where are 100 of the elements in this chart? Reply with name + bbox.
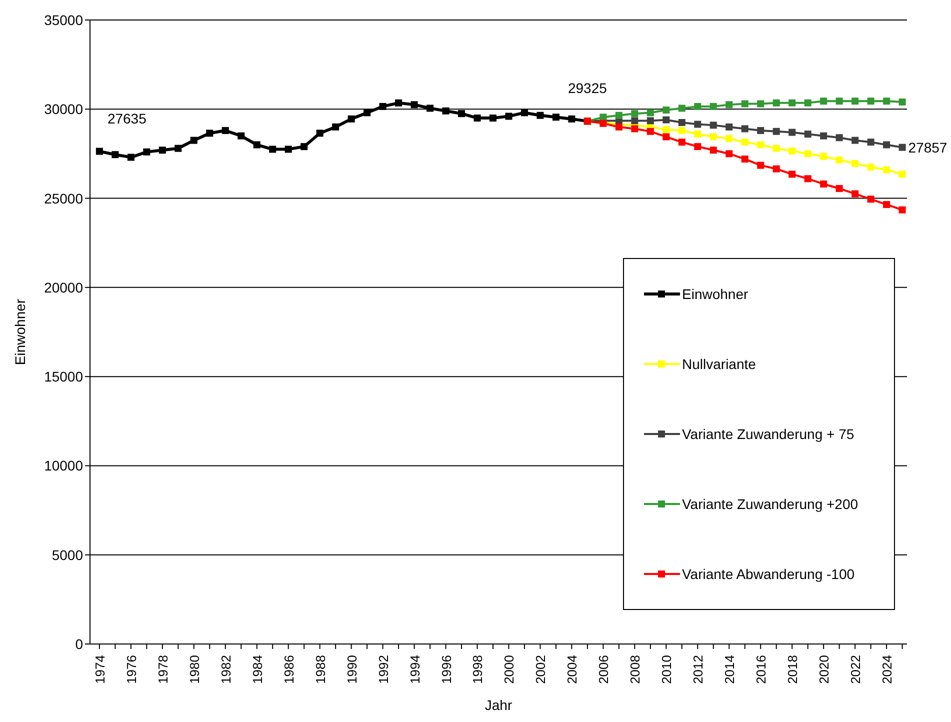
point <box>741 100 748 108</box>
point <box>364 109 371 116</box>
x-tick-label: 2002 <box>533 655 548 684</box>
point <box>836 98 843 105</box>
point <box>710 146 717 154</box>
point <box>820 132 828 140</box>
point <box>741 156 748 163</box>
point <box>143 148 150 156</box>
point <box>615 123 622 130</box>
point <box>112 151 119 158</box>
x-tick-label: 1994 <box>407 655 422 684</box>
x-tick-label: 2006 <box>596 655 612 684</box>
y-tick-label: 15000 <box>44 368 84 385</box>
point <box>820 180 828 188</box>
legend-label: Variante Zuwanderung +200 <box>682 496 858 512</box>
point <box>726 135 733 142</box>
point <box>631 125 638 132</box>
x-tick-label: 1990 <box>344 655 360 684</box>
legend-label: Variante Abwanderung -100 <box>682 566 855 582</box>
y-tick-label: 30000 <box>44 101 84 118</box>
point <box>662 126 670 134</box>
x-tick-label: 2016 <box>754 655 769 684</box>
point <box>788 170 796 178</box>
x-tick-label: 1986 <box>281 655 296 684</box>
point <box>631 117 638 124</box>
point <box>348 115 355 122</box>
point <box>867 164 874 171</box>
x-tick-label: 1978 <box>155 655 170 684</box>
point <box>772 128 780 135</box>
x-tick-label: 1980 <box>186 655 202 684</box>
x-tick-label: 2018 <box>785 655 800 684</box>
point <box>757 162 764 169</box>
point <box>867 196 874 203</box>
legend-label: Variante Zuwanderung + 75 <box>682 426 854 442</box>
x-tick-label: 2004 <box>564 655 580 684</box>
point <box>678 138 686 146</box>
x-tick-label: 2020 <box>816 655 832 684</box>
point <box>788 128 796 136</box>
y-tick-label: 10000 <box>44 458 84 474</box>
point <box>772 99 780 106</box>
x-tick-label: 1998 <box>470 655 486 684</box>
point <box>536 112 544 119</box>
x-tick-label: 2012 <box>690 655 706 684</box>
point <box>852 136 859 144</box>
point <box>772 144 780 152</box>
point <box>238 132 245 140</box>
y-axis-title: Einwohner <box>12 298 28 366</box>
point <box>615 112 622 119</box>
point <box>300 143 308 150</box>
x-tick-label: 1976 <box>124 655 139 684</box>
point <box>646 117 654 124</box>
point <box>852 190 859 198</box>
point <box>127 154 134 161</box>
point <box>379 102 386 110</box>
point <box>662 133 670 140</box>
point <box>726 101 733 108</box>
legend-label: Nullvariante <box>682 356 756 372</box>
point <box>284 146 292 153</box>
point <box>489 114 496 122</box>
x-axis-title: Jahr <box>484 697 512 713</box>
x-tick-label: 2008 <box>628 655 643 684</box>
x-tick-label: 1996 <box>438 655 454 684</box>
point <box>852 98 859 105</box>
point <box>269 146 276 153</box>
point <box>836 184 843 192</box>
y-tick-label: 5000 <box>52 546 84 563</box>
point <box>804 99 812 106</box>
point <box>836 134 843 142</box>
point <box>222 127 229 134</box>
point <box>458 110 466 118</box>
x-tick-label: 2010 <box>659 655 674 684</box>
annotation: 27857 <box>908 139 948 156</box>
point <box>710 102 717 110</box>
point <box>867 98 874 105</box>
point <box>662 106 670 114</box>
point <box>883 166 890 174</box>
point <box>694 143 702 150</box>
point <box>741 125 748 132</box>
x-tick-label: 2022 <box>848 655 864 684</box>
x-tick-label: 1992 <box>376 655 391 684</box>
point <box>757 100 764 108</box>
point <box>505 112 512 120</box>
point <box>726 150 733 158</box>
x-tick-label: 1984 <box>250 655 265 684</box>
point <box>190 136 198 144</box>
x-tick-label: 2024 <box>880 655 895 684</box>
point <box>710 122 717 129</box>
point <box>426 104 434 112</box>
point <box>883 98 890 105</box>
point <box>883 201 890 208</box>
point <box>804 150 812 158</box>
point <box>678 104 686 112</box>
point <box>662 116 670 124</box>
y-tick-label: 25000 <box>44 190 84 206</box>
point <box>804 130 812 138</box>
x-tick-label: 1982 <box>218 655 234 684</box>
point <box>772 165 780 172</box>
x-tick-label: 1974 <box>92 655 108 684</box>
point <box>410 101 418 108</box>
point <box>867 138 874 146</box>
